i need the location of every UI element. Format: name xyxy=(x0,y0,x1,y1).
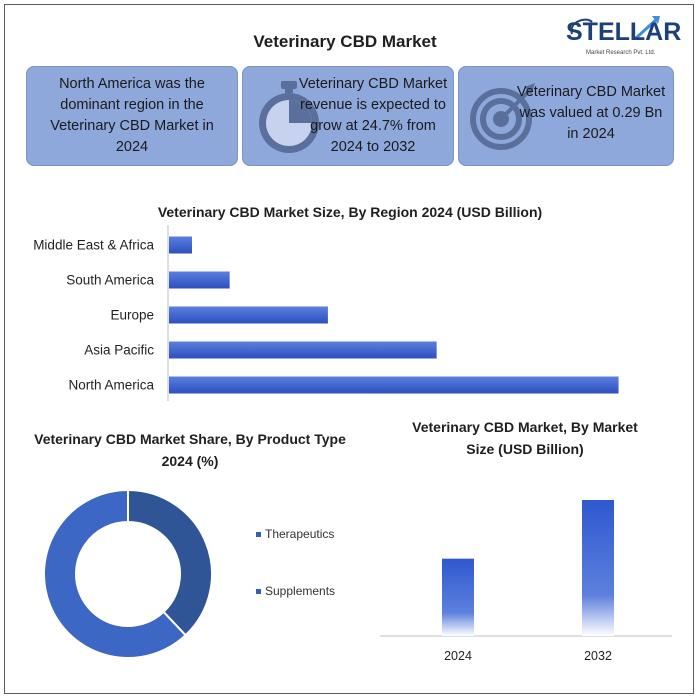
stellar-logo: STELLAR Market Research Pvt. Ltd. xyxy=(566,8,681,68)
bar-asia-pacific xyxy=(169,341,437,359)
page-title: Veterinary CBD Market xyxy=(253,32,437,51)
legend-item-therapeutics: Therapeutics xyxy=(256,527,334,541)
product-chart-title: Veterinary CBD Market Share, By Product … xyxy=(34,431,346,469)
year-label: 2024 xyxy=(444,649,472,663)
card-dominant-region: North America was the dominant region in… xyxy=(26,66,238,166)
bar-middle-east-africa xyxy=(169,236,192,254)
legend-item-supplements: Supplements xyxy=(256,584,335,598)
logo-tagline: Market Research Pvt. Ltd. xyxy=(586,50,656,56)
logo-mark xyxy=(570,16,660,40)
card-text: Veterinary CBD Market revenue is expecte… xyxy=(298,76,448,155)
category-label: South America xyxy=(66,273,154,288)
bar-europe xyxy=(169,306,328,324)
year-label: 2032 xyxy=(584,649,612,663)
legend-label: Supplements xyxy=(265,584,336,598)
product-donut-chart xyxy=(43,488,213,659)
category-label: Middle East & Africa xyxy=(33,238,154,253)
category-label: Europe xyxy=(110,308,154,323)
column-2032 xyxy=(582,500,614,636)
card-growth-rate: Veterinary CBD Market revenue is expecte… xyxy=(242,66,454,166)
card-text: Veterinary CBD Market was valued at 0.29… xyxy=(516,84,666,142)
region-bar-chart: Middle East & Africa South America Europe A… xyxy=(33,225,619,401)
category-label: Asia Pacific xyxy=(84,343,154,358)
bar-north-america xyxy=(169,376,619,394)
market-size-chart-title: Veterinary CBD Market, By Market Size (U… xyxy=(412,419,638,457)
logo-text: STELLAR xyxy=(566,18,682,46)
card-text: North America was the dominant region in… xyxy=(50,76,214,155)
stopwatch-icon xyxy=(259,81,319,153)
legend-swatch xyxy=(256,588,261,594)
infographic-frame xyxy=(4,4,694,694)
category-label: North America xyxy=(68,378,154,393)
market-size-bar-chart: 2024 2032 xyxy=(380,500,672,663)
legend-swatch xyxy=(256,531,261,537)
target-icon xyxy=(470,83,535,150)
bar-south-america xyxy=(169,271,230,289)
card-market-value: Veterinary CBD Market was valued at 0.29… xyxy=(458,66,674,166)
region-chart-title: Veterinary CBD Market Size, By Region 20… xyxy=(157,204,543,220)
column-2024 xyxy=(442,558,474,636)
donut-slice-supplements xyxy=(43,488,187,659)
donut-slice-therapeutics xyxy=(127,488,213,637)
legend-label: Therapeutics xyxy=(265,527,335,541)
